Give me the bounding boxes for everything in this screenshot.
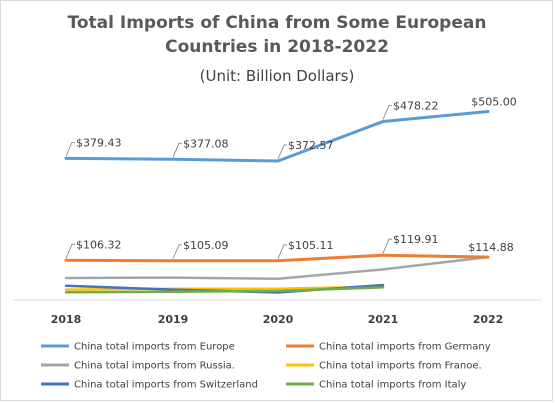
data-label-leader-1-3 [382,238,392,254]
legend-item-5: China total imports from Italy [286,380,466,391]
data-label-leader-0-2 [277,144,287,160]
x-tick-2020: 2020 [263,313,294,326]
legend-label-3: China total imports from Franoe. [319,361,482,372]
chart-title-line-1: Total Imports of China from Some Europea… [68,13,487,33]
data-label-1-2: $105.11 [288,239,334,252]
series-layer [64,110,490,294]
series-line-0 [64,110,490,163]
legend-label-1: China total imports from Germany [319,342,491,353]
chart-title-line-2: Countries in 2018-2022 [165,37,389,57]
data-label-leader-1-2 [277,244,287,259]
x-tick-2022: 2022 [473,313,504,326]
data-label-0-2: $372.57 [288,139,334,152]
x-tick-2019: 2019 [158,313,189,326]
legend-item-2: China total imports from Russia. [41,361,235,372]
legend-item-0: China total imports from Europe [41,342,235,353]
data-label-leader-1-0 [65,243,75,259]
data-label-1-4: $114.88 [468,241,514,254]
data-label-leader-1-1 [172,244,182,259]
legend-label-2: China total imports from Russia. [74,361,235,372]
data-label-0-0: $379.43 [76,136,122,149]
data-label-1-0: $106.32 [76,238,122,251]
data-label-leader-0-3 [382,105,392,120]
series-line-5 [64,286,385,294]
data-label-0-4: $505.00 [471,96,517,109]
data-label-1-3: $119.91 [393,233,439,246]
x-tick-2018: 2018 [51,313,82,326]
legend: China total imports from Europe China tot… [41,342,491,391]
legend-item-4: China total imports from Switzerland [41,380,258,391]
data-label-0-3: $478.22 [393,100,439,113]
legend-label-0: China total imports from Europe [74,342,235,353]
legend-item-1: China total imports from Germany [286,342,491,353]
x-tick-layer: 2018 2019 2020 2021 2022 [51,313,504,326]
series-line-1 [64,253,490,263]
legend-label-5: China total imports from Italy [319,380,466,391]
data-label-leader-0-1 [172,142,182,158]
legend-item-3: China total imports from Franoe. [286,361,482,372]
x-tick-2021: 2021 [368,313,399,326]
data-label-leader-0-0 [65,141,75,157]
data-label-0-1: $377.08 [183,137,229,150]
series-line-2 [64,255,490,280]
data-label-layer: $379.43 $377.08 $372.57 $478.22 $505.00 $106.… [65,96,517,259]
chart-subtitle: (Unit: Billion Dollars) [200,67,355,85]
data-label-1-1: $105.09 [183,239,229,252]
legend-label-4: China total imports from Switzerland [74,380,258,391]
